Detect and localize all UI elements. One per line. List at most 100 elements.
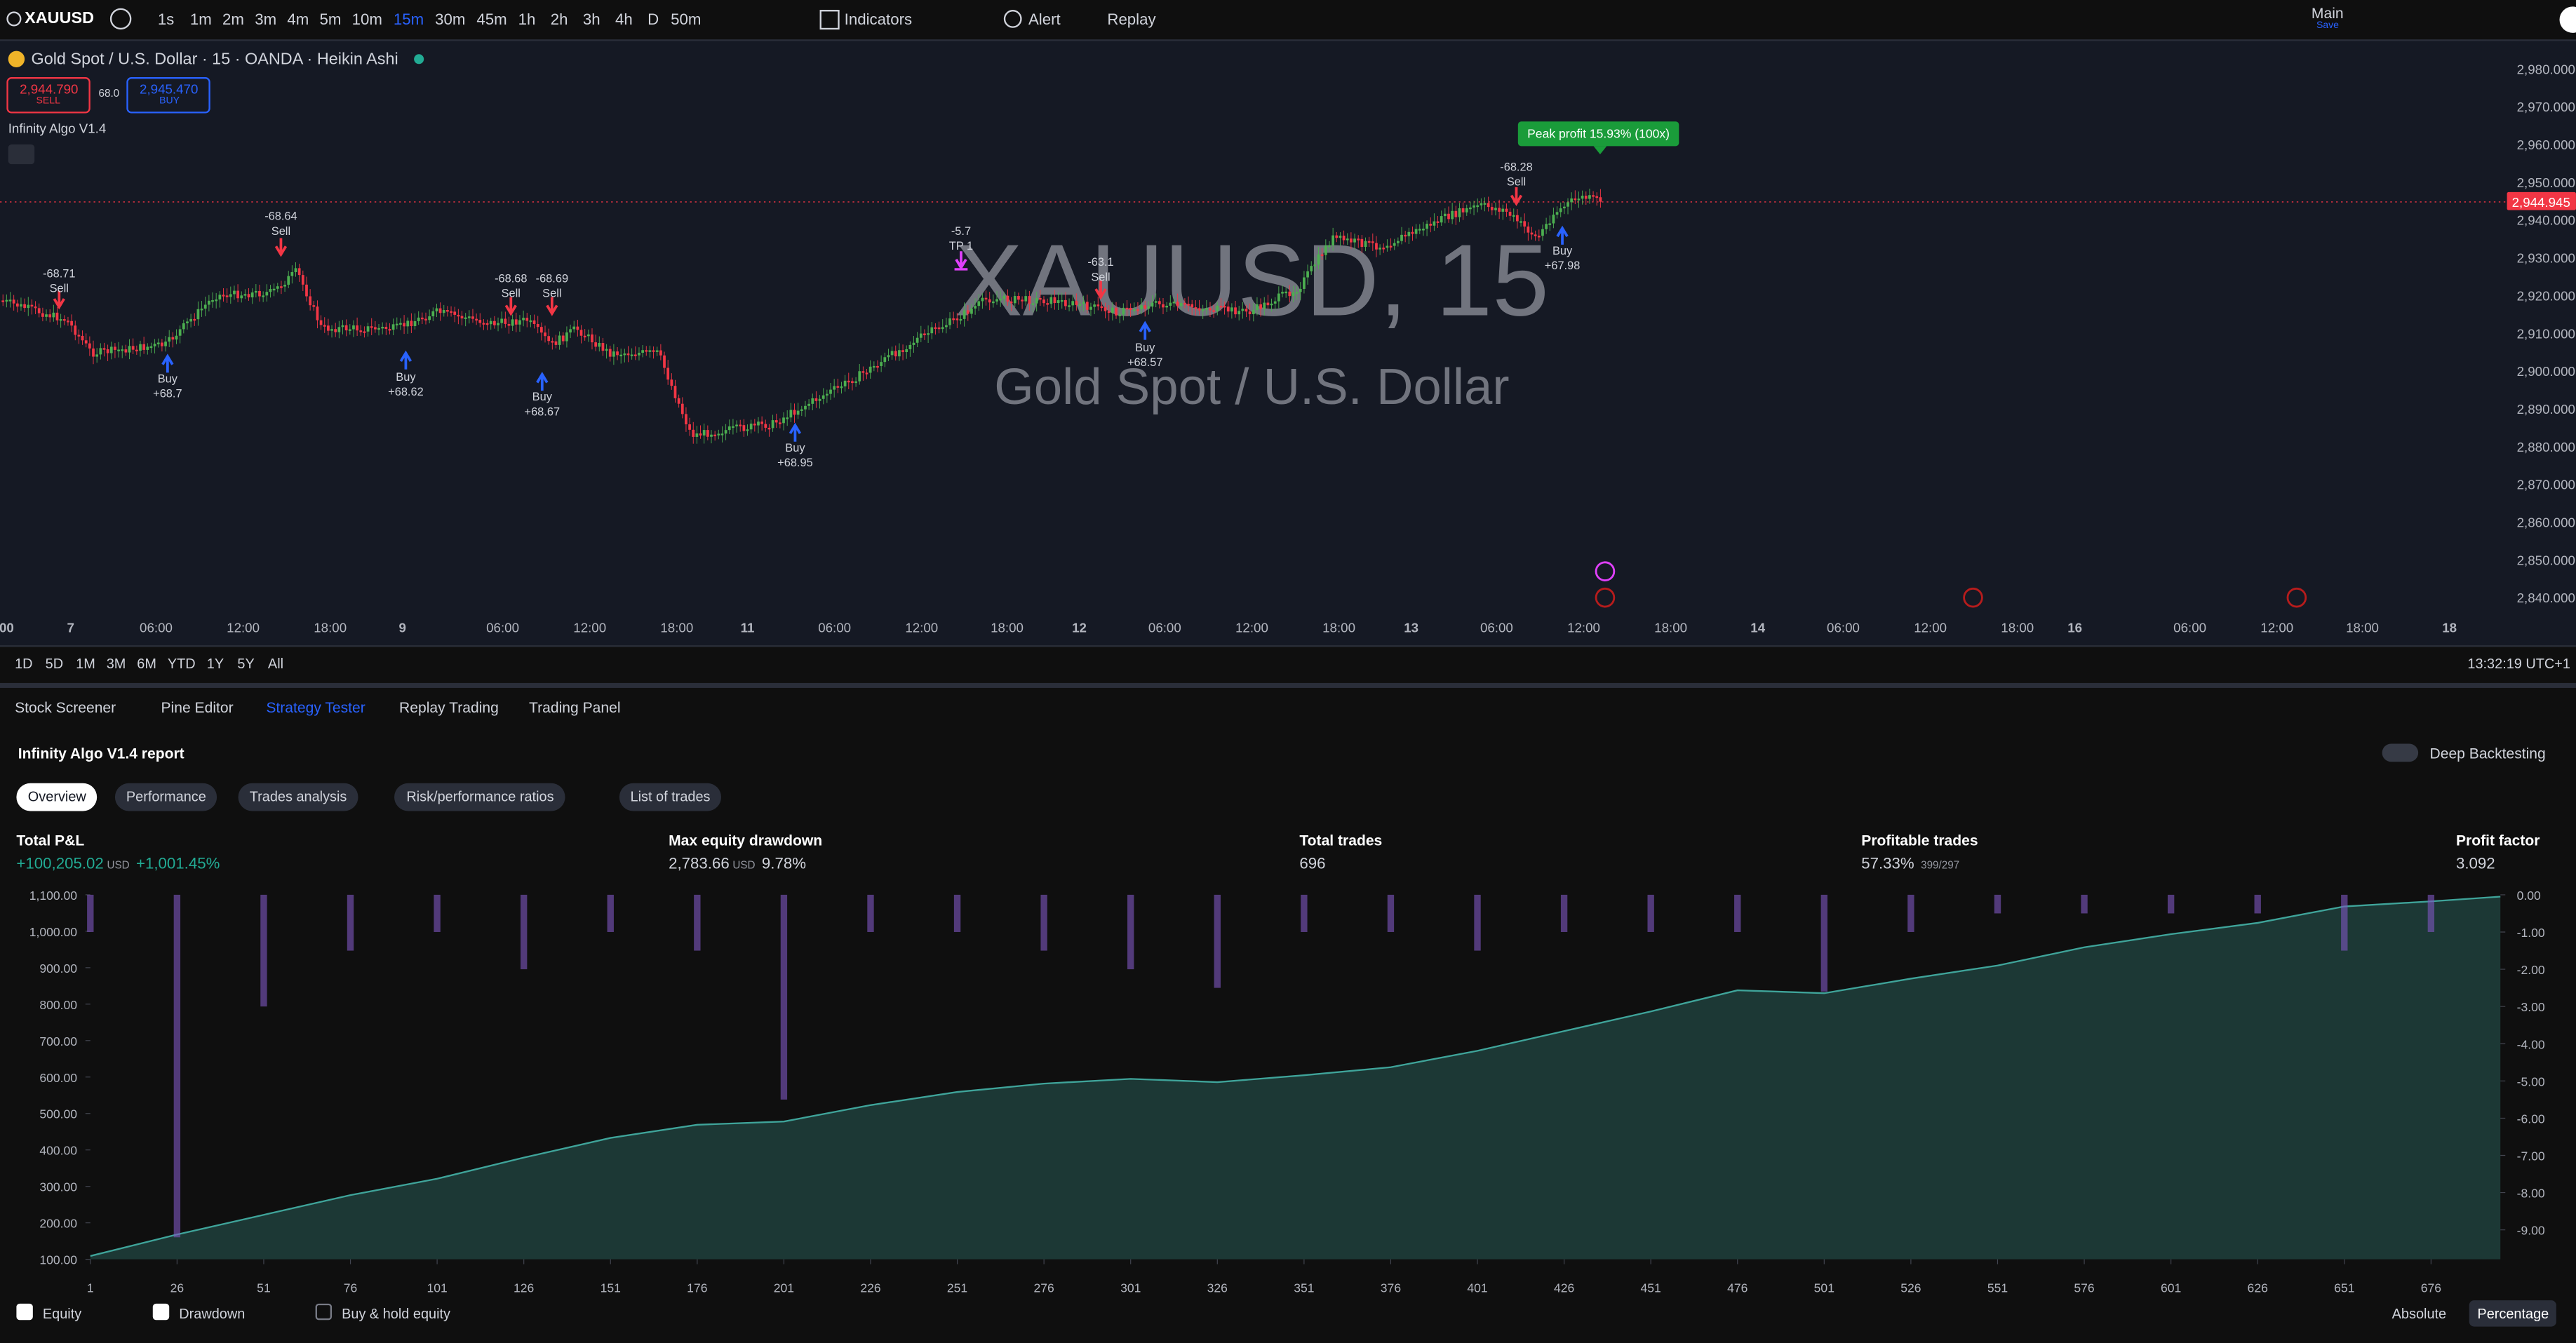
candle [804,405,807,410]
interval[interactable]: 5m [319,11,342,30]
interval[interactable]: 4m [287,11,309,30]
subtab[interactable]: Overview [16,783,98,811]
candle [598,343,601,347]
report-title[interactable]: Infinity Algo V1.4 report [18,745,185,762]
interval[interactable]: 1s [157,11,175,30]
legend-equity[interactable]: Equity [42,1305,82,1322]
deep-backtesting-toggle[interactable] [2382,743,2419,762]
checkbox[interactable] [152,1303,170,1321]
candle [1046,303,1049,305]
subtab[interactable]: Performance [114,783,218,811]
candle [1494,208,1497,210]
interval[interactable]: 2h [550,11,568,30]
candle [1216,305,1219,311]
panel-tab[interactable]: Replay Trading [399,699,499,716]
candle [616,351,619,356]
signal-label: Sell [1091,271,1110,283]
interval[interactable]: 3h [582,11,601,30]
candle [1245,309,1248,312]
panel-tab[interactable]: Pine Editor [161,699,234,716]
range-button[interactable]: 6M [137,655,156,672]
signal-arrow [789,422,802,442]
range-button[interactable]: 1Y [206,655,224,672]
interval[interactable]: D [648,11,659,30]
range-button[interactable]: All [267,655,284,672]
subtab[interactable]: Risk/performance ratios [394,783,565,811]
range-button[interactable]: 5D [45,655,64,672]
candle [1458,208,1461,217]
candle [1071,301,1075,306]
interval[interactable]: 1m [189,11,212,30]
collapse-button[interactable] [8,144,35,165]
mode-button[interactable]: Percentage [2469,1300,2557,1327]
range-button[interactable]: 3M [106,655,126,672]
subtab[interactable]: Trades analysis [238,783,358,811]
metric-value-row: 3.092 [2456,856,2495,874]
candle [1093,304,1096,307]
panel-tab[interactable]: Strategy Tester [266,699,365,716]
candle [890,351,894,356]
alert-icon[interactable] [1003,10,1022,28]
y-tick-label: 100.00 [39,1253,77,1267]
candle [128,346,131,353]
price-tick-label: 2,980.000 [2517,62,2575,76]
interval[interactable]: 3m [255,11,277,30]
candle [1028,296,1031,304]
indicators-icon[interactable] [819,10,840,30]
candle [1017,296,1020,300]
subtab[interactable]: List of trades [619,783,722,811]
interval[interactable]: 4h [615,11,633,30]
candle [337,327,341,332]
candle [1425,224,1428,229]
candle [1393,243,1396,246]
replay-button[interactable]: Replay [1107,11,1156,30]
checkbox[interactable] [315,1303,333,1321]
range-button[interactable]: 1M [76,655,95,672]
interval[interactable]: 2m [222,11,244,30]
candle [898,350,901,357]
candle [880,362,883,366]
range-button[interactable]: 1D [15,655,33,672]
candle [117,349,120,351]
sell-button[interactable]: 2,944.790 SELL [6,77,90,114]
candle [1433,221,1436,226]
candle [77,335,81,337]
signal-label: Sell [1507,176,1526,189]
profile-avatar[interactable] [2559,6,2576,33]
interval[interactable]: 15m [393,11,424,30]
candle [377,328,380,330]
mode-button[interactable]: Absolute [2391,1305,2447,1322]
candle [941,327,944,330]
candle [1520,221,1522,223]
watermark-name: Gold Spot / U.S. Dollar [994,358,1509,415]
candle [591,334,593,343]
buy-button[interactable]: 2,945.470 BUY [126,77,210,114]
legend-drawdown[interactable]: Drawdown [179,1305,246,1322]
panel-tab[interactable]: Stock Screener [15,699,116,716]
symbol[interactable]: XAUUSD [25,10,95,28]
interval[interactable]: 1h [518,11,536,30]
candle [280,286,283,288]
legend-buy-hold[interactable]: Buy & hold equity [342,1305,451,1322]
candle [1147,306,1151,309]
candle [356,325,358,331]
time-tick-label: 06:00 [818,620,851,635]
x-tick-label: 26 [170,1281,185,1295]
interval[interactable]: 50m [671,11,702,30]
indicators-button[interactable]: Indicators [844,11,913,30]
interval[interactable]: 10m [351,11,382,30]
checkbox[interactable] [16,1303,33,1321]
candle [633,354,637,356]
layout-name[interactable]: Main [2311,5,2344,22]
add-symbol[interactable] [109,8,132,30]
alert-button[interactable]: Alert [1028,11,1061,30]
range-button[interactable]: 5Y [237,655,255,672]
interval[interactable]: 45m [476,11,507,30]
range-button[interactable]: YTD [167,655,196,672]
candle [399,323,402,325]
interval[interactable]: 30m [435,11,466,30]
panel-tab[interactable]: Trading Panel [529,699,621,716]
signal-label: Buy [785,442,805,454]
candle [1537,236,1541,238]
candle [8,299,12,302]
